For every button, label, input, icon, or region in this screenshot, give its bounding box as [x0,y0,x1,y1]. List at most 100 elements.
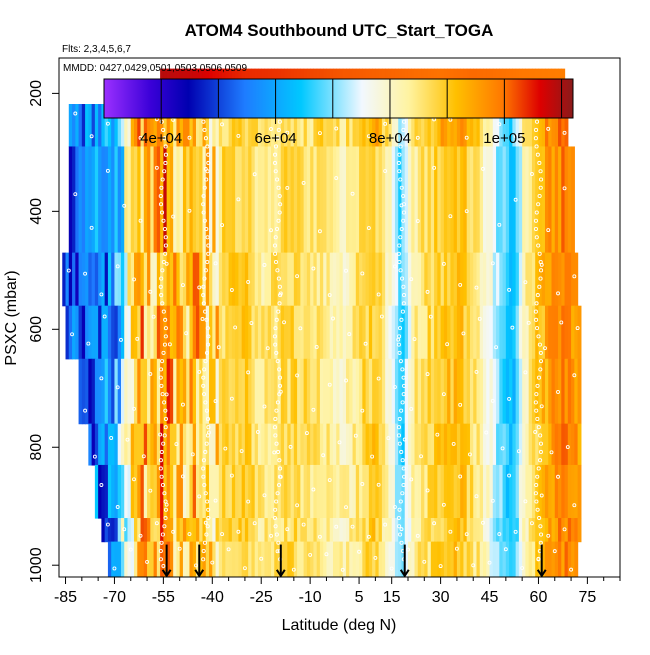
heatmap-cell [544,146,549,254]
heatmap-cell [456,358,461,425]
heatmap-cell [483,541,487,577]
heatmap-cell [404,252,409,307]
heatmap-cell [352,518,357,543]
heatmap-cell [375,104,380,148]
heatmap-cell [515,252,520,307]
sample-point [379,314,384,319]
heatmap-cell [447,146,451,254]
heatmap-cell [231,146,236,254]
heatmap-cell [306,541,311,577]
sample-point [397,350,402,355]
heatmap-cell [293,464,298,519]
sample-point [203,268,208,273]
heatmap-cell [290,358,295,425]
heatmap-cell [430,252,435,307]
heatmap-cell [228,252,233,307]
heatmap-cell [297,146,301,254]
sample-point [148,372,153,376]
heatmap-cell [313,146,318,254]
heatmap-cell [212,305,217,360]
sample-point [415,533,420,538]
heatmap-cell [577,518,582,543]
heatmap-cell [365,464,370,519]
sample-point [464,532,469,537]
heatmap-cell [114,146,119,254]
heatmap-cell [496,305,500,360]
heatmap-cell [561,146,566,254]
sample-point [163,515,168,521]
heatmap-cell [522,104,527,148]
heatmap-cell [346,358,350,425]
sample-point [163,317,168,322]
heatmap-cell [394,518,399,543]
heatmap-cell [169,464,174,519]
heatmap-cell [209,146,213,254]
heatmap-cell [486,358,491,425]
heatmap-cell [450,541,455,577]
heatmap-cell [238,423,243,466]
heatmap-cell [332,146,337,254]
heatmap-cell [561,464,566,519]
heatmap-cell [225,104,230,148]
sample-point [412,337,417,341]
heatmap-cell [107,541,112,577]
heatmap-cell [274,541,279,577]
heatmap-cell [558,358,562,425]
heatmap-cell [274,423,279,466]
heatmap-cell [284,358,288,425]
heatmap-cell [186,305,191,360]
heatmap-cell [496,464,500,519]
heatmap-cell [104,104,109,148]
heatmap-cell [483,252,487,307]
heatmap-cell [218,358,223,425]
sample-point [425,488,430,493]
sample-point [546,126,551,131]
heatmap-cell [254,464,259,519]
heatmap-cell [440,423,445,466]
sample-point [159,474,164,479]
sample-point [203,449,208,455]
heatmap-cell [515,518,520,543]
heatmap-cell [98,146,102,254]
sample-point [163,507,169,512]
sample-point [187,532,192,537]
sample-point [229,288,234,292]
heatmap-cell [156,146,161,254]
heatmap-cell [551,464,556,519]
heatmap-cell [473,305,478,360]
sample-point [220,122,225,127]
heatmap-cell [104,464,109,519]
heatmap-cell [303,146,308,254]
heatmap-cell [287,423,292,466]
heatmap-cell [277,305,282,360]
heatmap-cell [241,305,246,360]
heatmap-cell [440,252,445,307]
sample-point [536,466,541,471]
heatmap-cell [98,305,102,360]
colorbar-tick-label: 6e+04 [255,130,297,147]
heatmap-cell [124,358,129,425]
heatmap-cell [456,464,461,519]
heatmap-cell [251,358,256,425]
sample-point [474,369,479,374]
heatmap-cell [114,518,119,543]
heatmap-cell [212,518,217,543]
x-tick-label: -40 [201,589,224,606]
heatmap-cell [479,464,484,519]
sample-point [396,342,401,347]
heatmap-cell [130,104,135,148]
sample-point [537,251,542,256]
heatmap-cell [385,252,390,307]
heatmap-cell [502,305,507,360]
heatmap-cell [124,104,129,148]
heatmap-cell [130,423,135,466]
sample-point [533,136,538,141]
sample-point [285,130,290,135]
sample-point [464,135,469,140]
heatmap-cell [293,423,298,466]
heatmap-cell [339,146,344,254]
sample-point [536,556,541,561]
heatmap-cell [401,541,406,577]
heatmap-cell [127,358,132,425]
sample-point [562,186,567,191]
